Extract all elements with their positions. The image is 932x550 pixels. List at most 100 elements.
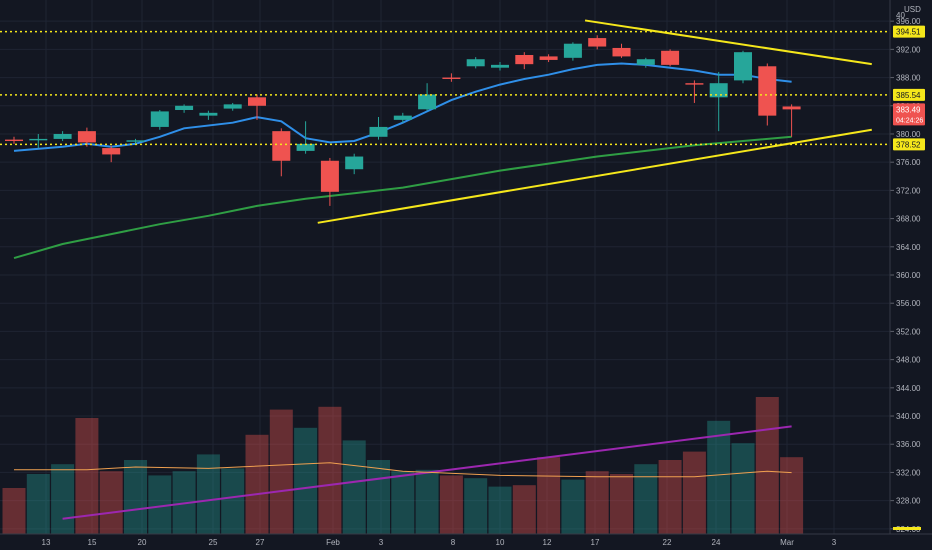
trendline[interactable] [584,19,872,66]
candle-body [296,143,315,151]
volume-bar [610,474,633,534]
price-tick-label: 344.00 [896,384,921,393]
candle[interactable] [442,73,461,82]
volume-bar [707,420,731,534]
candle-body [636,59,655,65]
time-axis[interactable]: 13 15 20 25 27 Feb 3 8 10 12 17 22 24 Mar 3 [0,527,932,550]
time-tick-label: 12 [543,538,552,547]
time-tick-label: 22 [663,538,672,547]
horizontal-price-lines[interactable] [0,30,890,146]
volume-bar [537,457,561,534]
candle[interactable] [685,80,704,103]
candle[interactable] [248,94,266,120]
price-tick-label: 380.00 [896,130,921,139]
candle[interactable] [466,57,485,69]
price-tick-label: 376.00 [896,158,921,167]
time-tick-label: 8 [451,538,456,547]
candle[interactable] [320,157,339,206]
ma-line-long [13,135,792,260]
price-tick-label: 356.00 [896,299,921,308]
time-tick-label: 27 [256,538,265,547]
candle[interactable] [661,49,680,67]
candle-body [53,133,72,139]
time-tick-label: 13 [42,538,51,547]
candle[interactable] [223,102,242,111]
price-tick-label: 368.00 [896,215,921,224]
volume-bar [755,397,779,534]
price-labels: 394.51 385.54 378.52 383.49 04:24:26 [893,25,925,151]
candle[interactable] [296,121,315,154]
volume-bar [561,479,585,534]
candle-body [588,38,607,47]
candle-body [466,59,485,67]
candle[interactable] [539,54,558,63]
candle[interactable] [5,136,23,144]
candle[interactable] [563,42,582,61]
volume-bar [342,440,366,534]
candle-body [369,126,388,137]
price-tick-label: 340.00 [896,412,921,421]
volume-bar [512,485,536,534]
volume-bar [658,460,682,534]
candle[interactable] [29,133,48,149]
ma-line-short [13,62,792,152]
candle-body [77,131,96,143]
candle[interactable] [126,138,145,145]
candle-body [734,52,752,81]
price-line-label: 394.51 [896,28,921,37]
volume-bar [415,469,439,534]
candle[interactable] [369,117,388,140]
candle[interactable] [53,131,72,142]
volume-bar [464,478,488,534]
candle[interactable] [758,63,777,126]
candle[interactable] [612,43,631,58]
candle[interactable] [199,110,218,120]
time-tick-label: 3 [379,538,384,547]
candles[interactable] [5,35,801,206]
candle[interactable] [515,52,534,70]
top-tick-label: 40 [896,11,905,20]
candle-body [150,111,169,127]
volume-bar [148,475,172,534]
trendlines[interactable] [317,19,872,224]
candle[interactable] [393,112,412,123]
candle-body [345,156,364,170]
last-price-label: 383.49 [896,105,921,114]
time-tick-label: 20 [138,538,147,547]
candle[interactable] [345,153,364,175]
volume-bar [780,457,804,534]
candle[interactable] [175,104,194,113]
volume-bar [2,488,26,534]
candle[interactable] [734,50,752,84]
countdown-label: 04:24:26 [896,117,923,124]
time-tick-label: 24 [712,538,721,547]
candle[interactable] [150,110,169,130]
candle[interactable] [636,57,655,68]
volume-bar [634,464,658,534]
candle[interactable] [102,145,121,163]
price-axis[interactable]: USD 40 396.00392.00388.00384.00380.00376… [889,0,921,550]
price-tick-label: 364.00 [896,243,921,252]
candle[interactable] [782,104,801,137]
candle[interactable] [77,127,96,147]
candle[interactable] [709,71,728,132]
candle[interactable] [418,83,437,111]
time-tick-label: Feb [326,538,340,547]
candle-body [248,97,266,106]
volume-bar [367,460,390,534]
volume-bar [294,427,318,534]
scroll-indicator[interactable] [893,527,921,530]
price-tick-label: 348.00 [896,356,921,365]
candle[interactable] [491,62,509,71]
volume-bar [488,486,512,534]
candle-body [782,106,801,110]
price-line-badge [893,88,925,101]
candle[interactable] [588,35,607,50]
price-line-badge [893,138,925,151]
candle[interactable] [272,128,291,177]
price-tick-label: 396.00 [896,17,921,26]
candle-body [442,77,461,79]
candle-body [126,140,145,142]
trendline[interactable] [317,128,872,224]
